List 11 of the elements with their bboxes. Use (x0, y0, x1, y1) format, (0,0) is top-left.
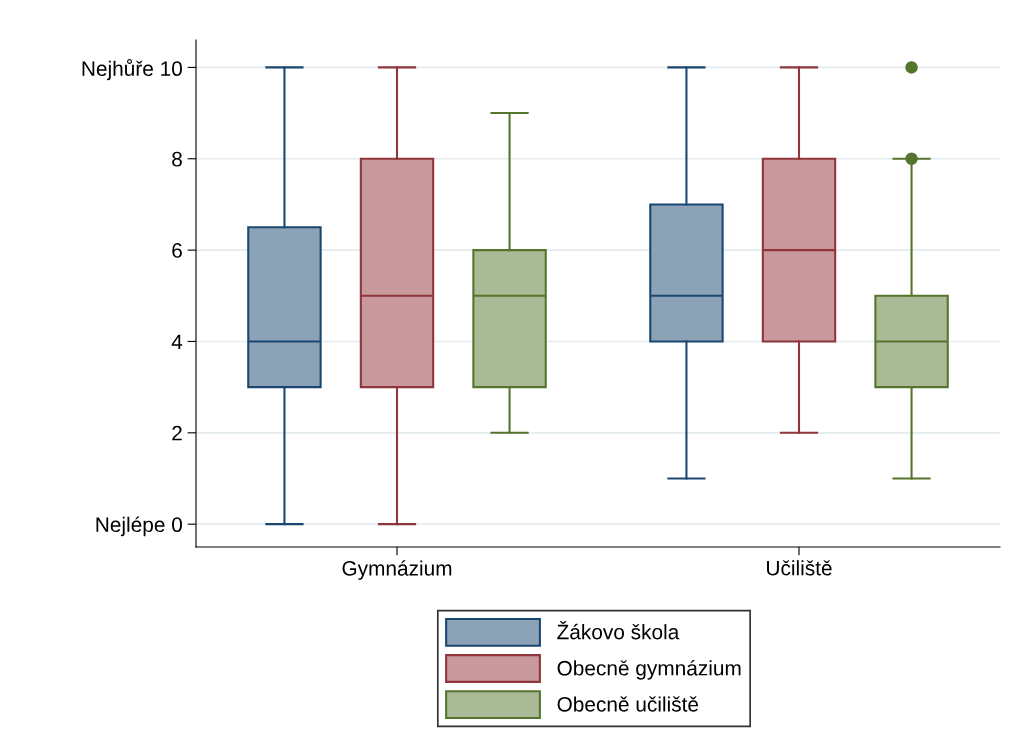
y-tick-label: Nejlépe 0 (96, 516, 182, 537)
y-tick-label: 2 (172, 425, 182, 441)
y-tick-label: 4 (171, 334, 183, 350)
y-tick-label: 8 (172, 151, 182, 167)
y-tick-label: 6 (172, 243, 182, 258)
x-tick-label: Učiliště (767, 560, 832, 576)
legend-label: Obecně učiliště (557, 696, 699, 712)
x-tick-label: Gymnázium (342, 560, 452, 580)
legend-label: Žákovo škola (557, 620, 680, 640)
y-tick-label: Nejhůře 10 (82, 59, 182, 81)
legend-label: Obecně gymnázium (557, 660, 741, 680)
